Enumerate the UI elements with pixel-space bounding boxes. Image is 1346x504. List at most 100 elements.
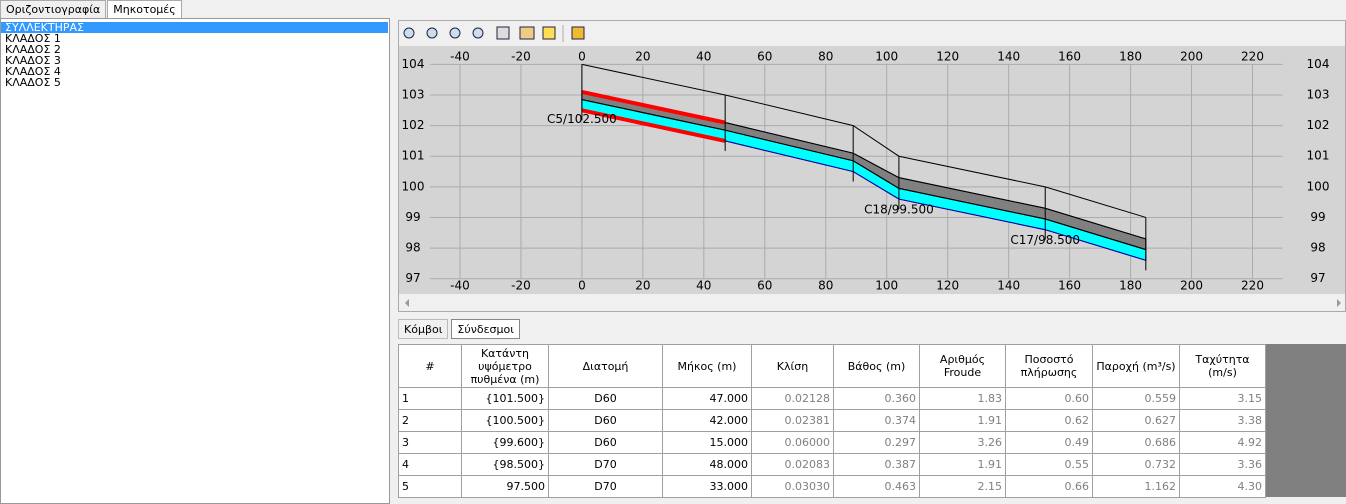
table-cell: 1.162 xyxy=(1092,475,1180,498)
table-row[interactable]: 3 {99.600} D60 15.000 0.06000 0.297 3.26 0.49 0.… xyxy=(398,431,1266,454)
x-tick-label: 100 xyxy=(875,50,898,64)
scroll-right[interactable] xyxy=(1337,299,1341,307)
table-cell: 2 xyxy=(398,409,462,432)
column-header: Ταχύτητα (m/s) xyxy=(1179,344,1266,388)
tree-item[interactable]: ΚΛΑΔΟΣ 1 xyxy=(5,32,61,45)
table-cell: 47.000 xyxy=(662,387,752,410)
tree-item[interactable]: ΚΛΑΔΟΣ 5 xyxy=(5,76,61,89)
column-header: Μήκος (m) xyxy=(662,344,752,388)
column-header: # xyxy=(398,344,462,388)
table-row[interactable]: 4 {98.500} D70 48.000 0.02083 0.387 1.91 0.55 0.… xyxy=(398,453,1266,476)
tab-strip: Οριζοντιογραφία Μηκοτομές xyxy=(0,0,183,19)
table-cell: D60 xyxy=(548,409,663,432)
bottom-tab[interactable]: Κόμβοι xyxy=(398,319,449,339)
x-tick-label: 220 xyxy=(1241,279,1264,293)
x-tick-label: 0 xyxy=(578,50,586,64)
table-cell: 42.000 xyxy=(662,409,752,432)
x-tick-label: 0 xyxy=(578,279,586,293)
table-cell: 5 xyxy=(398,475,462,498)
column-header: Κατάντη υψόμετρο πυθμένα (m) xyxy=(461,344,549,388)
table-cell: 33.000 xyxy=(662,475,752,498)
table-cell: 3.36 xyxy=(1179,453,1266,476)
tab[interactable]: Μηκοτομές xyxy=(107,0,182,19)
zoom-out[interactable] xyxy=(426,27,438,39)
node-label: C18/99.500 xyxy=(864,202,934,216)
table-cell: 4.92 xyxy=(1179,431,1266,454)
table-cell: 0.55 xyxy=(1005,453,1093,476)
table-cell: 0.387 xyxy=(833,453,920,476)
series-line xyxy=(581,63,1146,218)
table-row[interactable]: 1 {101.500} D60 47.000 0.02128 0.360 1.83 0.60 0… xyxy=(398,387,1266,410)
y-tick-label: 104 xyxy=(402,57,425,71)
y-tick-label: 101 xyxy=(402,149,425,163)
table-cell: 0.02083 xyxy=(751,453,834,476)
highlight-segment xyxy=(581,108,726,143)
zoom-100[interactable] xyxy=(449,27,461,39)
table-cell: 1.91 xyxy=(919,453,1006,476)
scroll-left[interactable] xyxy=(405,299,409,307)
x-tick-label: 60 xyxy=(757,279,772,293)
table-cell: 3.38 xyxy=(1179,409,1266,432)
table-cell: D70 xyxy=(548,453,663,476)
tree-item[interactable]: ΣΥΛΛΕΚΤΗΡΑΣ xyxy=(1,22,388,33)
table-cell: 1 xyxy=(398,387,462,410)
y-tick-label: 102 xyxy=(1307,118,1330,132)
pan[interactable] xyxy=(496,26,510,40)
scrollbar[interactable] xyxy=(399,294,1346,312)
node-label: C5/102.500 xyxy=(547,112,617,126)
data-table: # Κατάντη υψόμετρο πυθμένα (m) Διατομή Μήκο… xyxy=(398,344,1266,498)
y-tick-label: 103 xyxy=(402,87,425,101)
y-tick-label: 100 xyxy=(1307,179,1330,193)
table-cell: 0.06000 xyxy=(751,431,834,454)
table-cell: 3.26 xyxy=(919,431,1006,454)
table-row[interactable]: 5 97.500 D70 33.000 0.03030 0.463 2.15 0.66 1.16… xyxy=(398,475,1266,498)
table-cell: 0.627 xyxy=(1092,409,1180,432)
x-tick-label: -20 xyxy=(511,279,531,293)
x-tick-label: 20 xyxy=(635,50,650,64)
table-cell: 0.374 xyxy=(833,409,920,432)
toolbar-icons xyxy=(403,25,585,42)
x-tick-label: 80 xyxy=(818,50,833,64)
table-cell: {101.500} xyxy=(461,387,549,410)
zoom-window[interactable] xyxy=(472,27,484,39)
y-tick-label: 97 xyxy=(1310,271,1325,285)
x-tick-label: -40 xyxy=(450,279,470,293)
x-tick-label: 40 xyxy=(696,50,711,64)
x-tick-label: 140 xyxy=(997,279,1020,293)
x-tick-label: -40 xyxy=(450,50,470,64)
table-cell: 4 xyxy=(398,453,462,476)
column-header: Ποσοστό πλήρωσης xyxy=(1005,344,1093,388)
table-panel: # Κατάντη υψόμετρο πυθμένα (m) Διατομή Μήκο… xyxy=(398,344,1346,498)
table-cell: 4.30 xyxy=(1179,475,1266,498)
highlight-segment xyxy=(581,89,726,125)
tree-item[interactable]: ΚΛΑΔΟΣ 2 xyxy=(5,43,61,56)
x-tick-label: 200 xyxy=(1180,279,1203,293)
measure[interactable] xyxy=(519,26,535,40)
y-tick-label: 100 xyxy=(402,179,425,193)
zoom-in[interactable] xyxy=(403,27,415,39)
table-cell: D60 xyxy=(548,431,663,454)
bottom-tab[interactable]: Σύνδεσμοι xyxy=(451,319,520,339)
x-tick-label: 180 xyxy=(1119,279,1142,293)
tree-item[interactable]: ΚΛΑΔΟΣ 3 xyxy=(5,54,61,67)
table-cell: 0.66 xyxy=(1005,475,1093,498)
tree-panel: ΣΥΛΛΕΚΤΗΡΑΣ ΚΛΑΔΟΣ 1 ΚΛΑΔΟΣ 2 ΚΛΑΔΟΣ 3 ΚΛΑΔΟ… xyxy=(0,18,390,504)
table-cell: 0.62 xyxy=(1005,409,1093,432)
y-tick-label: 104 xyxy=(1307,57,1330,71)
table-cell: 3.15 xyxy=(1179,387,1266,410)
tree-item[interactable]: ΚΛΑΔΟΣ 4 xyxy=(5,65,61,78)
x-tick-label: 140 xyxy=(997,50,1020,64)
table-cell: 3 xyxy=(398,431,462,454)
tab[interactable]: Οριζοντιογραφία xyxy=(0,0,107,18)
settings[interactable] xyxy=(571,26,585,40)
table-cell: 0.463 xyxy=(833,475,920,498)
node-label: C17/98.500 xyxy=(1010,233,1080,247)
table-row[interactable]: 2 {100.500} D60 42.000 0.02381 0.374 1.91 0.62 0… xyxy=(398,409,1266,432)
table-cell: 0.559 xyxy=(1092,387,1180,410)
y-tick-label: 99 xyxy=(405,210,420,224)
y-tick-label: 98 xyxy=(1310,241,1325,255)
table-cell: 0.360 xyxy=(833,387,920,410)
y-tick-label: 98 xyxy=(405,241,420,255)
y-tick-label: 97 xyxy=(405,271,420,285)
info[interactable] xyxy=(542,26,556,40)
